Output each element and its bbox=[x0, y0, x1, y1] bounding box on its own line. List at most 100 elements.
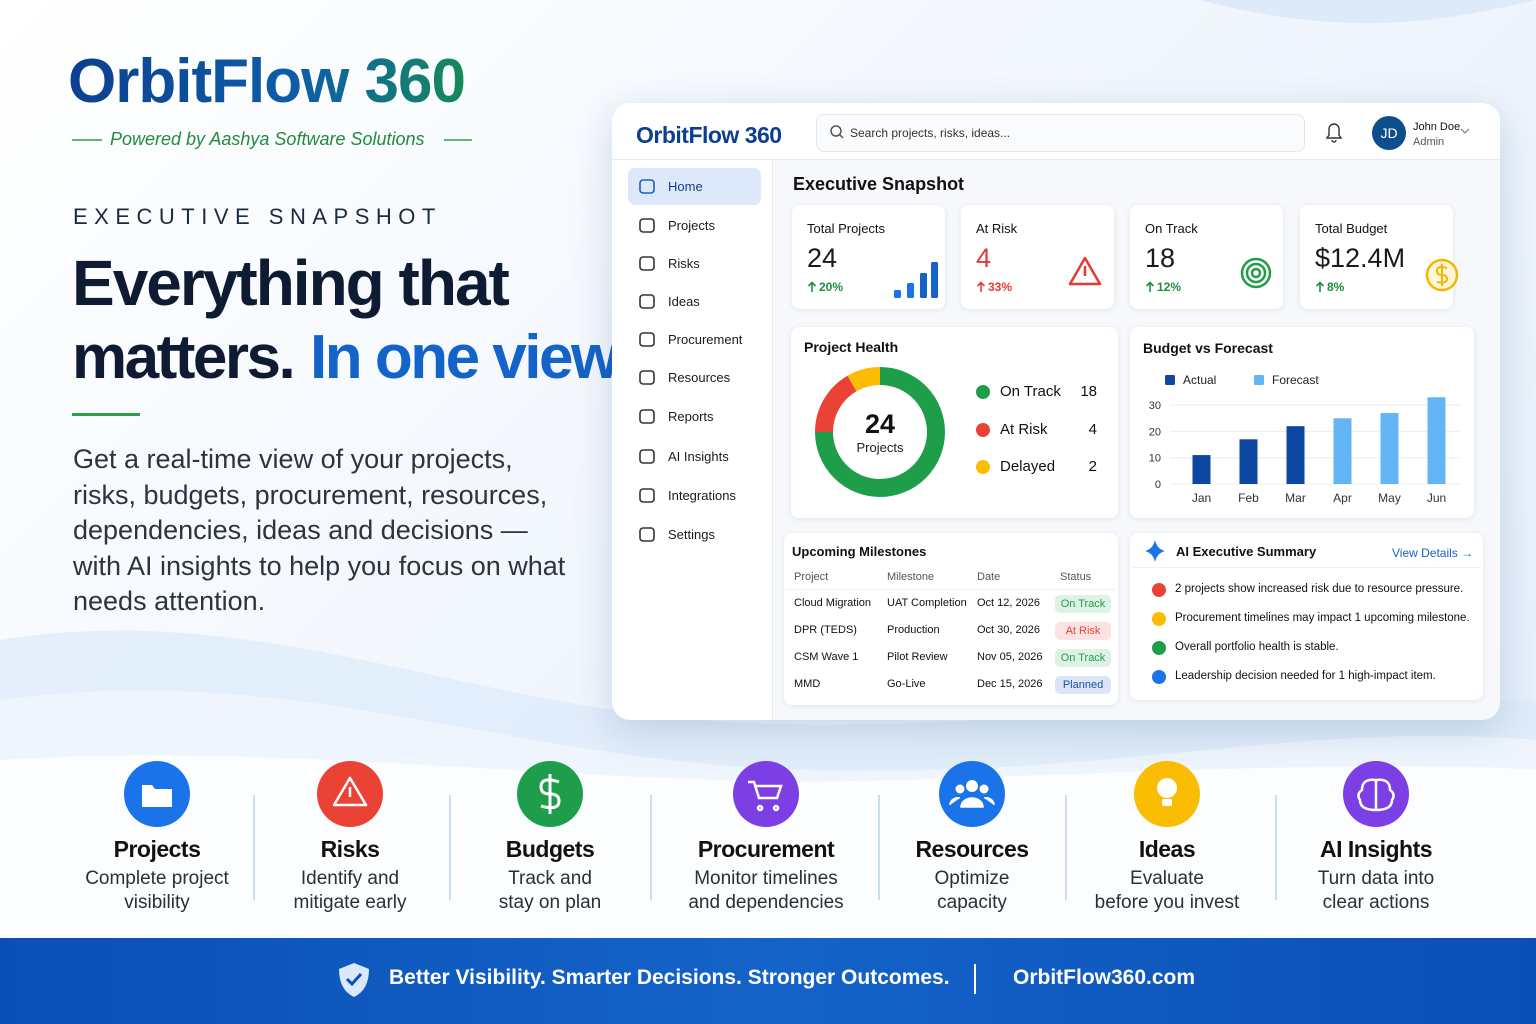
nav-item[interactable]: Settings bbox=[668, 527, 715, 542]
header-border bbox=[612, 159, 1500, 160]
donut-center-label: Projects bbox=[856, 440, 904, 455]
feature-title: AI Insights bbox=[1319, 836, 1433, 862]
section-title: Executive Snapshot bbox=[793, 174, 965, 194]
nav-item[interactable]: Procurement bbox=[668, 332, 743, 347]
table-cell: Production bbox=[887, 624, 940, 636]
tagline: Powered by Aashya Software Solutions bbox=[110, 129, 425, 149]
legend-value: 2 bbox=[1088, 458, 1097, 475]
table-cell: Pilot Review bbox=[887, 651, 948, 663]
table-cell: Oct 12, 2026 bbox=[977, 597, 1040, 609]
legend-label: At Risk bbox=[1000, 421, 1048, 438]
description: Get a real-time view of your projects, r… bbox=[73, 444, 566, 616]
kpi-value: $12.4M bbox=[1315, 243, 1406, 273]
nav-item[interactable]: Home bbox=[668, 179, 703, 194]
table-header: Date bbox=[977, 571, 1001, 583]
brand-name: OrbitFlow 360 bbox=[68, 47, 466, 116]
legend-label: On Track bbox=[1000, 383, 1061, 400]
summary-item: Procurement timelines may impact 1 upcom… bbox=[1175, 612, 1470, 624]
table-cell: DPR (TEDS) bbox=[794, 624, 857, 636]
status-pill: At Risk bbox=[1055, 622, 1111, 640]
headline-accent: In one view. bbox=[310, 323, 632, 392]
search-box[interactable]: Search projects, risks, ideas... bbox=[816, 114, 1305, 152]
card bbox=[784, 533, 1118, 705]
feature-title: Budgets bbox=[505, 836, 595, 862]
feature-description: Monitor timelines and dependencies bbox=[688, 868, 844, 913]
nav-item[interactable]: Integrations bbox=[668, 488, 736, 503]
legend-value: 18 bbox=[1080, 383, 1097, 400]
kpi-label: On Track bbox=[1145, 221, 1198, 236]
headline: Everything that bbox=[72, 247, 510, 319]
kpi-value: 18 bbox=[1145, 243, 1176, 273]
user-role: Admin bbox=[1413, 136, 1445, 148]
kpi-label: At Risk bbox=[976, 221, 1018, 236]
feature-title: Resources bbox=[915, 836, 1029, 862]
nav-item[interactable]: Risks bbox=[668, 256, 700, 271]
kpi-card: At Risk 4 33% bbox=[961, 205, 1114, 309]
user-avatar[interactable]: JD bbox=[1372, 116, 1406, 150]
table-cell: MMD bbox=[794, 678, 821, 690]
nav-item[interactable]: Resources bbox=[668, 370, 731, 385]
nav-item[interactable]: Projects bbox=[668, 218, 715, 233]
summary-item: 2 projects show increased risk due to re… bbox=[1175, 583, 1464, 595]
summary-item: Overall portfolio health is stable. bbox=[1175, 641, 1339, 653]
nav-item[interactable]: Reports bbox=[668, 409, 714, 424]
feature-title: Ideas bbox=[1138, 836, 1196, 862]
footer-slogan: Better Visibility. Smarter Decisions. St… bbox=[389, 966, 950, 989]
footer-url[interactable]: OrbitFlow360.com bbox=[1013, 966, 1196, 989]
view-details-link[interactable]: View Details → bbox=[1392, 546, 1474, 560]
footer-band bbox=[0, 938, 1536, 1024]
footer-divider bbox=[974, 964, 976, 994]
feature-title: Procurement bbox=[697, 836, 835, 862]
table-cell: Oct 30, 2026 bbox=[977, 624, 1040, 636]
accent-line bbox=[72, 413, 140, 416]
feature-description: Turn data into clear actions bbox=[1317, 868, 1435, 913]
feature-description: Evaluate before you invest bbox=[1094, 868, 1240, 913]
nav-item[interactable]: Ideas bbox=[668, 294, 700, 309]
legend-label: Delayed bbox=[1000, 458, 1056, 475]
feature-title: Risks bbox=[320, 836, 380, 862]
user-name: John Doe bbox=[1413, 121, 1461, 133]
kpi-change: 20% bbox=[819, 280, 844, 294]
status-pill: On Track bbox=[1055, 649, 1111, 667]
card-rule bbox=[1132, 567, 1481, 568]
feature-description: Identify and mitigate early bbox=[293, 868, 407, 913]
feature-description: Track and stay on plan bbox=[498, 868, 602, 913]
status-pill: On Track bbox=[1055, 595, 1111, 613]
donut-center-value: 24 bbox=[864, 409, 896, 439]
card-title: Project Health bbox=[804, 339, 899, 355]
table-rule bbox=[786, 589, 1116, 590]
table-cell: Dec 15, 2026 bbox=[977, 678, 1043, 690]
legend-value: 4 bbox=[1088, 421, 1097, 438]
kpi-value: 4 bbox=[976, 243, 992, 273]
nav-item[interactable]: AI Insights bbox=[668, 449, 729, 464]
kpi-change: 33% bbox=[988, 280, 1013, 294]
table-header: Project bbox=[794, 571, 829, 583]
kpi-change: 8% bbox=[1327, 280, 1345, 294]
kpi-value: 24 bbox=[807, 243, 838, 273]
card-title: AI Executive Summary bbox=[1176, 544, 1317, 559]
sidebar-border bbox=[772, 160, 773, 720]
card bbox=[1130, 327, 1474, 518]
table-cell: CSM Wave 1 bbox=[794, 651, 859, 663]
kpi-label: Total Budget bbox=[1315, 221, 1388, 236]
kpi-card: On Track 18 12% bbox=[1130, 205, 1283, 309]
notification-bell[interactable] bbox=[1322, 120, 1346, 144]
search-placeholder: Search projects, risks, ideas... bbox=[850, 126, 1011, 140]
kpi-card: Total Budget $12.4M 8% bbox=[1300, 205, 1453, 309]
summary-item: Leadership decision needed for 1 high-im… bbox=[1175, 670, 1436, 682]
dashboard-logo: OrbitFlow 360 bbox=[636, 122, 782, 148]
card bbox=[1130, 533, 1483, 700]
table-cell: Go-Live bbox=[887, 678, 926, 690]
kpi-card: Total Projects 24 20% bbox=[792, 205, 945, 309]
table-cell: UAT Completion bbox=[887, 597, 967, 609]
feature-description: Complete project visibility bbox=[85, 868, 229, 913]
table-cell: Nov 05, 2026 bbox=[977, 651, 1043, 663]
kpi-label: Total Projects bbox=[807, 221, 886, 236]
table-header: Milestone bbox=[887, 571, 935, 583]
card-title: Budget vs Forecast bbox=[1143, 340, 1273, 356]
kpi-change: 12% bbox=[1157, 280, 1182, 294]
table-cell: Cloud Migration bbox=[794, 597, 872, 609]
status-pill: Planned bbox=[1055, 676, 1111, 694]
